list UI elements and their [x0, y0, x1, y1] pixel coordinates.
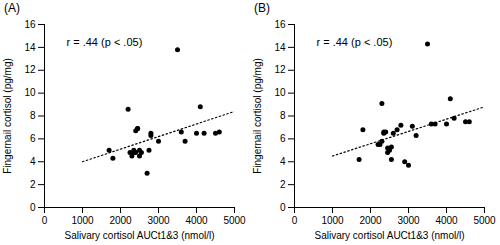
svg-text:10: 10: [24, 87, 36, 98]
svg-text:Salivary cortisol AUCt1&3 (nmo: Salivary cortisol AUCt1&3 (nmol/l): [314, 230, 464, 241]
svg-text:12: 12: [274, 64, 286, 75]
svg-text:1000: 1000: [71, 215, 94, 226]
svg-text:5000: 5000: [223, 215, 246, 226]
svg-text:0: 0: [292, 215, 298, 226]
html-text:(B): (B): [254, 1, 270, 15]
svg-text:2000: 2000: [109, 215, 132, 226]
svg-text:Salivary cortisol AUCt1&3 (nmo: Salivary cortisol AUCt1&3 (nmol/l): [64, 230, 214, 241]
svg-text:0: 0: [42, 215, 48, 226]
svg-text:0: 0: [30, 202, 36, 213]
svg-text:8: 8: [30, 110, 36, 121]
svg-text:4000: 4000: [435, 215, 458, 226]
svg-text:0: 0: [280, 202, 286, 213]
svg-text:14: 14: [274, 42, 286, 53]
svg-text:2000: 2000: [359, 215, 382, 226]
svg-text:Fingernail cortisol (pg/mg): Fingernail cortisol (pg/mg): [2, 58, 13, 174]
svg-text:2: 2: [280, 179, 286, 190]
svg-text:4: 4: [30, 156, 36, 167]
svg-text:6: 6: [30, 133, 36, 144]
svg-text:1000: 1000: [321, 215, 344, 226]
svg-text:6: 6: [280, 133, 286, 144]
svg-text:8: 8: [280, 110, 286, 121]
svg-text:16: 16: [274, 19, 286, 30]
svg-text:4: 4: [280, 156, 286, 167]
svg-text:3000: 3000: [147, 215, 170, 226]
svg-text:5000: 5000: [473, 215, 496, 226]
svg-text:12: 12: [24, 64, 36, 75]
svg-text:10: 10: [274, 87, 286, 98]
svg-text:r = .44 (p < .05): r = .44 (p < .05): [317, 36, 393, 48]
svg-text:Fingernail cortisol (pg/mg): Fingernail cortisol (pg/mg): [252, 58, 263, 174]
svg-text:r = .44 (p < .05): r = .44 (p < .05): [67, 36, 143, 48]
svg-text:4000: 4000: [185, 215, 208, 226]
svg-text:3000: 3000: [397, 215, 420, 226]
svg-text:14: 14: [24, 42, 36, 53]
svg-text:16: 16: [24, 19, 36, 30]
html-text:(A): (A): [4, 1, 20, 15]
svg-text:2: 2: [30, 179, 36, 190]
